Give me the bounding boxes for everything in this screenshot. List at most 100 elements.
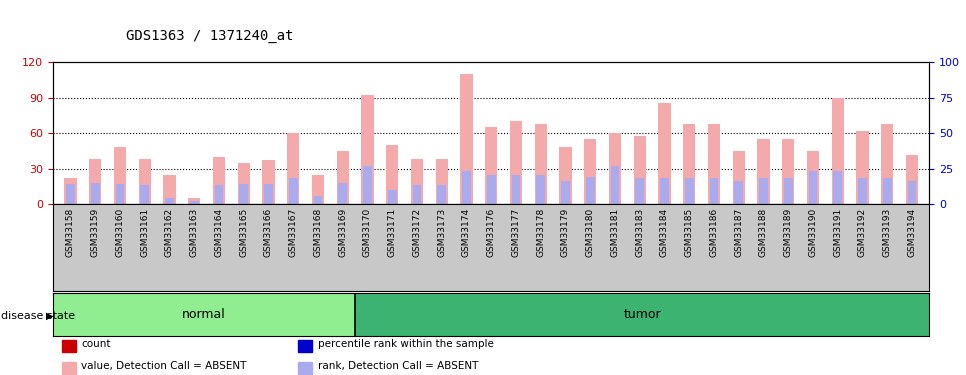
- Text: GSM33187: GSM33187: [734, 208, 743, 257]
- Bar: [586, 177, 594, 204]
- Bar: [510, 121, 523, 204]
- Text: normal: normal: [183, 308, 226, 321]
- Bar: [683, 124, 696, 204]
- Bar: [65, 178, 76, 204]
- Bar: [881, 124, 894, 204]
- Text: GSM33180: GSM33180: [585, 208, 595, 257]
- Text: GSM33185: GSM33185: [685, 208, 694, 257]
- Text: GSM33193: GSM33193: [883, 208, 892, 257]
- Bar: [62, 362, 76, 374]
- Bar: [114, 147, 127, 204]
- Bar: [906, 154, 918, 204]
- Bar: [263, 160, 274, 204]
- Bar: [757, 139, 770, 204]
- Bar: [561, 181, 570, 204]
- Text: GSM33172: GSM33172: [412, 208, 421, 257]
- Bar: [462, 171, 470, 204]
- Text: GSM33188: GSM33188: [759, 208, 768, 257]
- Text: GSM33166: GSM33166: [264, 208, 273, 257]
- Text: value, Detection Call = ABSENT: value, Detection Call = ABSENT: [81, 361, 246, 371]
- Bar: [908, 181, 917, 204]
- Text: disease state: disease state: [1, 311, 75, 321]
- Text: GSM33160: GSM33160: [116, 208, 125, 257]
- Text: GSM33161: GSM33161: [140, 208, 149, 257]
- Bar: [363, 166, 372, 204]
- Bar: [62, 340, 76, 352]
- Text: GSM33167: GSM33167: [289, 208, 298, 257]
- Text: GSM33190: GSM33190: [809, 208, 817, 257]
- Bar: [190, 201, 199, 204]
- Bar: [238, 163, 250, 204]
- Text: GSM33162: GSM33162: [165, 208, 174, 257]
- Bar: [312, 175, 325, 204]
- Bar: [559, 147, 572, 204]
- Bar: [584, 139, 596, 204]
- Bar: [53, 292, 355, 336]
- Bar: [658, 104, 670, 204]
- Text: percentile rank within the sample: percentile rank within the sample: [318, 339, 494, 349]
- Bar: [487, 175, 496, 204]
- Bar: [485, 127, 497, 204]
- Bar: [355, 292, 929, 336]
- Bar: [858, 178, 867, 204]
- Text: GDS1363 / 1371240_at: GDS1363 / 1371240_at: [126, 28, 293, 42]
- Bar: [213, 157, 225, 204]
- Bar: [732, 151, 745, 204]
- Text: GSM33158: GSM33158: [66, 208, 75, 257]
- Bar: [883, 178, 892, 204]
- Bar: [287, 133, 299, 204]
- Bar: [512, 175, 521, 204]
- Bar: [759, 178, 768, 204]
- Text: GSM33159: GSM33159: [91, 208, 99, 257]
- Text: ▶: ▶: [46, 311, 54, 321]
- Bar: [611, 166, 619, 204]
- Text: GSM33171: GSM33171: [387, 208, 397, 257]
- Text: GSM33179: GSM33179: [561, 208, 570, 257]
- Text: GSM33174: GSM33174: [462, 208, 471, 257]
- Bar: [536, 175, 545, 204]
- Bar: [289, 178, 298, 204]
- Text: GSM33169: GSM33169: [338, 208, 347, 257]
- Text: tumor: tumor: [623, 308, 661, 321]
- Bar: [314, 196, 323, 204]
- Text: GSM33194: GSM33194: [907, 208, 917, 257]
- Bar: [89, 159, 101, 204]
- Bar: [460, 74, 472, 204]
- Bar: [734, 181, 743, 204]
- Bar: [807, 151, 819, 204]
- Bar: [856, 131, 868, 204]
- Text: GSM33177: GSM33177: [511, 208, 521, 257]
- Bar: [782, 139, 794, 204]
- Bar: [163, 175, 176, 204]
- Text: GSM33191: GSM33191: [834, 208, 842, 257]
- Bar: [66, 184, 74, 204]
- Bar: [685, 178, 694, 204]
- Bar: [710, 178, 719, 204]
- Bar: [165, 198, 174, 204]
- Bar: [188, 198, 200, 204]
- Text: GSM33184: GSM33184: [660, 208, 669, 257]
- Text: GSM33192: GSM33192: [858, 208, 867, 257]
- Bar: [338, 183, 347, 204]
- Bar: [91, 183, 99, 204]
- Text: GSM33178: GSM33178: [536, 208, 545, 257]
- Bar: [438, 185, 446, 204]
- Bar: [138, 159, 151, 204]
- Bar: [386, 145, 398, 204]
- Bar: [636, 178, 644, 204]
- Text: rank, Detection Call = ABSENT: rank, Detection Call = ABSENT: [318, 361, 478, 371]
- Text: GSM33168: GSM33168: [313, 208, 323, 257]
- Bar: [298, 340, 312, 352]
- Text: GSM33186: GSM33186: [709, 208, 719, 257]
- Bar: [834, 171, 842, 204]
- Text: GSM33164: GSM33164: [214, 208, 223, 257]
- Bar: [436, 159, 448, 204]
- Text: GSM33173: GSM33173: [438, 208, 446, 257]
- Bar: [708, 124, 720, 204]
- Text: GSM33170: GSM33170: [363, 208, 372, 257]
- Text: GSM33176: GSM33176: [487, 208, 496, 257]
- Bar: [411, 159, 423, 204]
- Text: GSM33181: GSM33181: [611, 208, 619, 257]
- Bar: [609, 133, 621, 204]
- Text: GSM33163: GSM33163: [189, 208, 199, 257]
